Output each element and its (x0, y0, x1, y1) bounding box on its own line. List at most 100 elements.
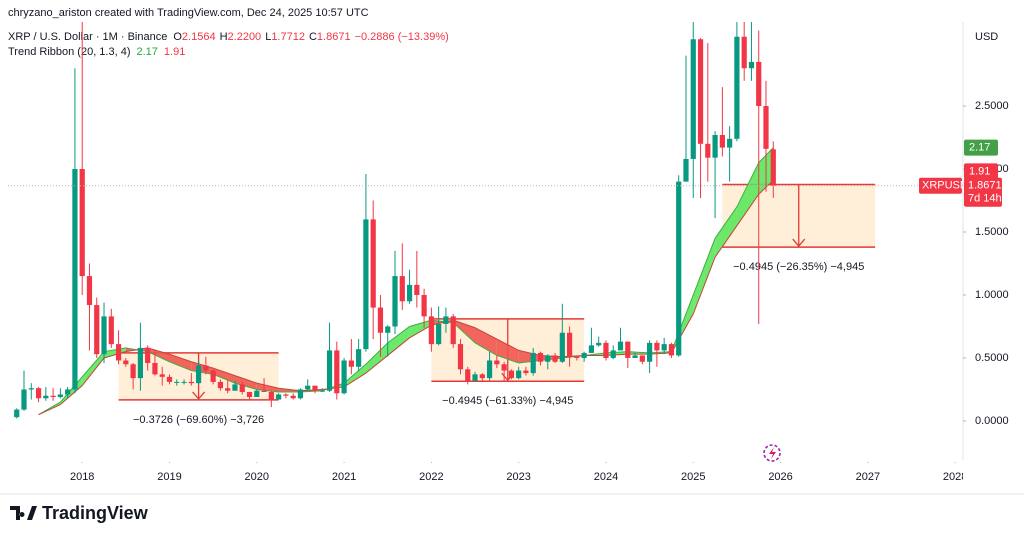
candle-body (566, 332, 573, 357)
candle-body (763, 106, 769, 149)
candle-body (137, 347, 143, 379)
x-tick-label: 2024 (594, 471, 618, 483)
ribbon-fill (387, 326, 410, 356)
candle-body (406, 284, 413, 302)
candle-body (210, 370, 216, 382)
candle-body (559, 332, 565, 362)
candle-body (494, 360, 500, 365)
x-tick-label: 2020 (245, 471, 269, 483)
candle-body (770, 149, 776, 186)
candle-body (596, 342, 602, 346)
ribbon-fill (82, 351, 105, 386)
candle-body (421, 294, 427, 317)
candle-body (254, 390, 260, 398)
ohlc-value: 1.7712 (271, 31, 305, 43)
candle-body (217, 381, 224, 389)
candle-body (79, 169, 85, 277)
candle-body (537, 352, 544, 362)
ribbon-fill (169, 354, 192, 371)
axis-unit: USD (975, 31, 998, 43)
candle-body (690, 39, 696, 159)
candle-body (86, 276, 93, 306)
candle-body (756, 61, 762, 107)
x-tick-label: 2018 (70, 471, 94, 483)
candle-body (268, 391, 274, 400)
candle-body (639, 355, 645, 362)
candle-body (734, 36, 740, 139)
candle-body (341, 360, 347, 394)
candle-body (334, 350, 340, 394)
candle-body (28, 388, 34, 390)
candle-body (443, 316, 449, 324)
ribbon-name: Trend Ribbon (20, 1.3, 4) (8, 46, 131, 58)
candle-body (647, 342, 653, 362)
ribbon-fill (234, 375, 257, 390)
candle-body (625, 341, 631, 358)
ribbon-fill (475, 327, 497, 356)
measure-arrow (792, 184, 806, 248)
candle-body (508, 370, 514, 379)
candle-body (108, 316, 114, 345)
candle-body (545, 355, 551, 362)
candle-body (457, 344, 464, 370)
candle-body (479, 374, 485, 379)
candle-body (312, 385, 318, 391)
candle-body (305, 385, 311, 390)
x-tick-label: 2023 (506, 471, 530, 483)
candle-body (276, 394, 282, 400)
candle-body (705, 143, 711, 158)
candle-body (283, 394, 289, 396)
candle-body (668, 344, 675, 356)
candle-body (14, 409, 20, 418)
candle-body (65, 389, 71, 395)
x-tick-label: 2025 (681, 471, 705, 483)
candle-body (123, 360, 129, 365)
ribbon-fill (365, 342, 388, 374)
candle-body (399, 276, 405, 302)
candle-body (181, 381, 187, 383)
candle-body (188, 381, 194, 384)
x-tick-label: 2026 (768, 471, 792, 483)
ribbon-slow-tag-label: 1.91 (969, 165, 990, 177)
symbol: XRP / U.S. Dollar · 1M · Binance (8, 31, 167, 43)
candle-body (414, 284, 420, 295)
ohlc-value: 2.2200 (228, 31, 262, 43)
ribbon-fill (147, 347, 170, 362)
y-tick-label: 0.0000 (975, 415, 1009, 427)
ribbon-slow-tag (964, 163, 998, 180)
candle-body (326, 350, 333, 391)
candle-body (436, 323, 442, 345)
candle-body (145, 347, 151, 364)
measure-label: −0.4945 (−61.33%) −4,945 (442, 395, 573, 407)
symbol-tag-label: XRPUSD (922, 180, 968, 192)
measure-label: −0.3726 (−69.60%) −3,726 (133, 414, 264, 426)
candle-body (94, 305, 100, 355)
candle-body (35, 388, 42, 399)
candle-body (101, 316, 107, 355)
candle-body (523, 370, 529, 374)
candle-body (174, 381, 180, 383)
candle-body (472, 374, 478, 381)
candle-body (57, 394, 63, 398)
candle-body (486, 360, 493, 379)
candle-body (465, 369, 471, 381)
candle-body (195, 365, 202, 384)
ohlc-key: L (265, 31, 271, 43)
candle-body (661, 344, 667, 351)
x-tick-label: 2022 (419, 471, 443, 483)
legend-symbol: XRP / U.S. Dollar · 1M · Binance O2.1564 H… (8, 31, 449, 43)
x-axis: 2018 2019 2020 2021 2022 2023 2024 2025 2026 2027… (70, 462, 963, 483)
legend-ribbon: Trend Ribbon (20, 1.3, 4) 2.17 1.91 (8, 46, 185, 58)
candle-body (552, 355, 558, 362)
candle-body (501, 364, 507, 371)
measure-label: −0.4945 (−26.35%) −4,945 (733, 261, 864, 273)
ohlc-key: O (173, 31, 182, 43)
symbol-tag (919, 177, 962, 194)
candle-body (356, 349, 362, 367)
candle-body (450, 316, 456, 345)
candle-body (516, 370, 522, 379)
candle-body (588, 345, 595, 353)
change: −0.2886 (−13.39%) (355, 31, 449, 43)
x-tick-label: 2027 (856, 471, 880, 483)
